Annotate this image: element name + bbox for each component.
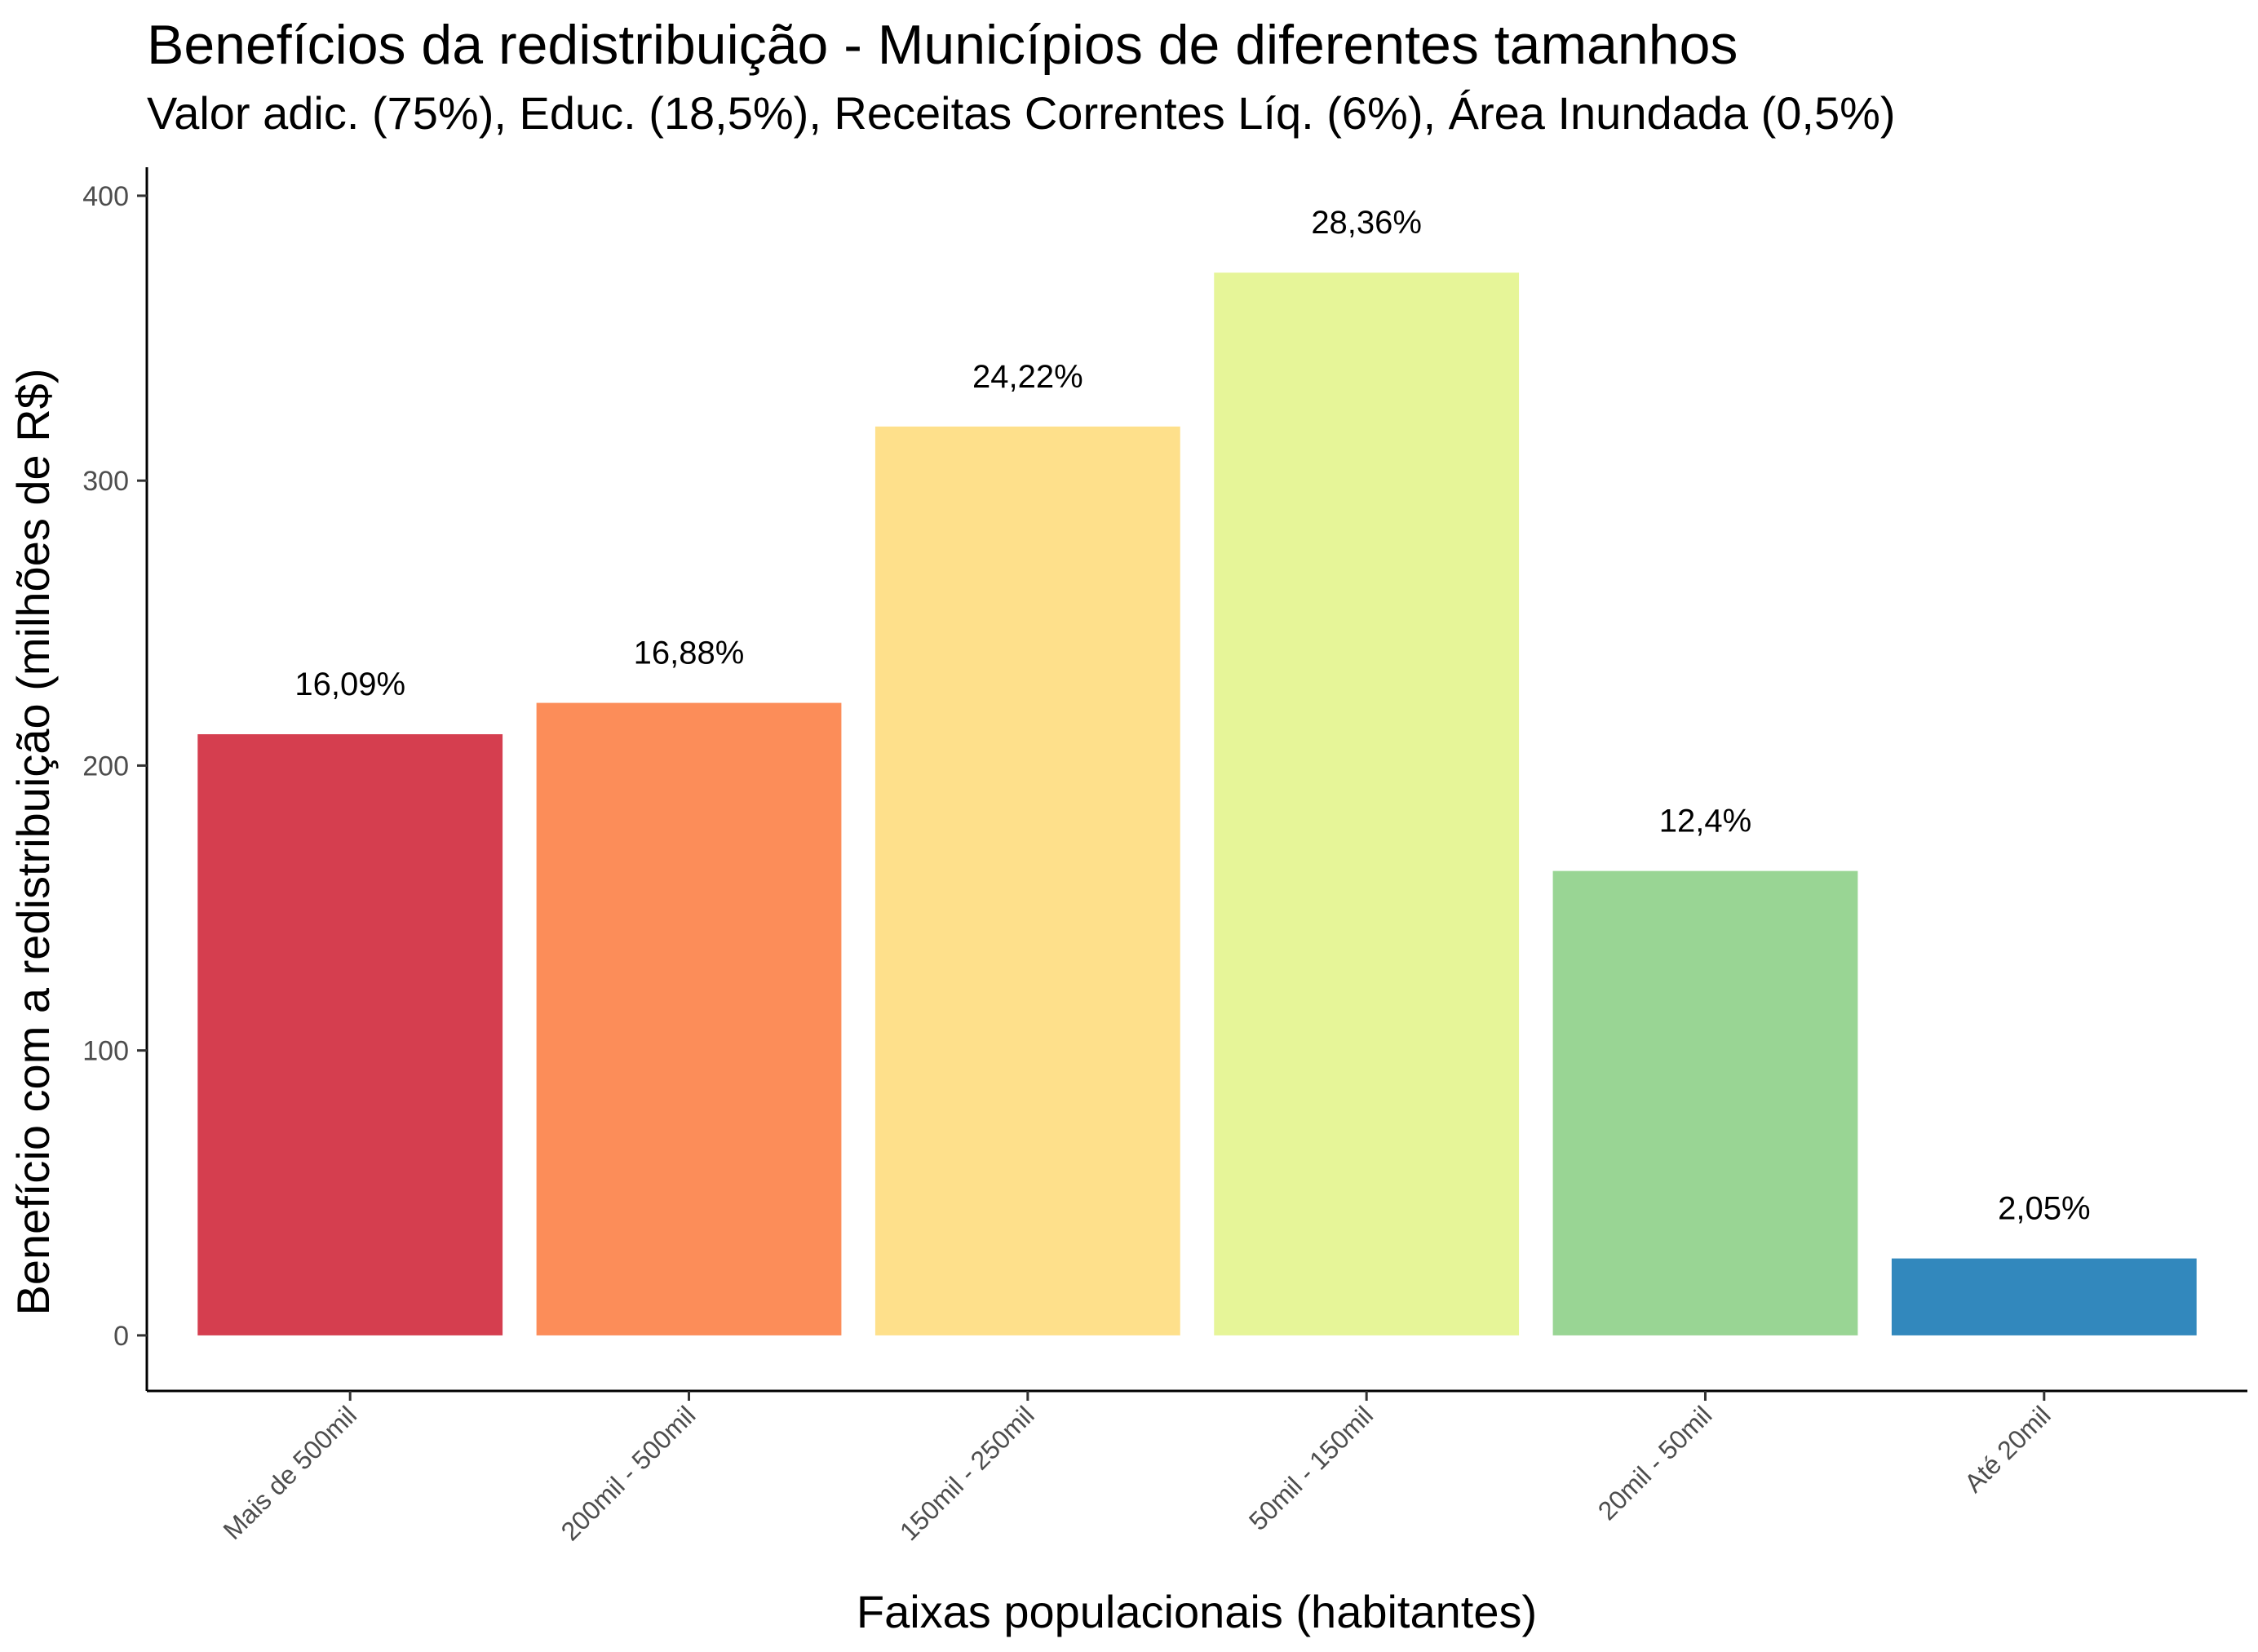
x-tick-label: 150mil - 250mil: [894, 1400, 1040, 1546]
y-tick-label: 400: [82, 181, 129, 212]
bar: [1214, 272, 1520, 1335]
x-axis-title: Faixas populacionais (habitantes): [857, 1586, 1537, 1637]
x-tick-label: Mais de 500mil: [218, 1400, 363, 1545]
y-tick-labels: 0 100 200 300 400: [82, 181, 147, 1352]
chart-subtitle: Valor adic. (75%), Educ. (18,5%), Receit…: [147, 87, 1896, 139]
bar: [536, 702, 842, 1335]
chart-title: Benefícios da redistribuição - Município…: [147, 14, 1738, 76]
y-tick-label: 100: [82, 1036, 129, 1067]
bar: [1891, 1258, 2197, 1335]
bars: [197, 272, 2197, 1335]
bar-data-label: 12,4%: [1659, 804, 1751, 839]
bar-data-label: 16,88%: [634, 636, 745, 671]
y-tick-label: 0: [113, 1321, 129, 1352]
y-tick-label: 200: [82, 751, 129, 782]
axes: [145, 167, 2247, 1393]
bar-data-label: 16,09%: [294, 667, 405, 702]
data-labels: 16,09% 16,88% 24,22% 28,36% 12,4% 2,05%: [294, 205, 2090, 1226]
bar-data-label: 24,22%: [972, 359, 1083, 395]
x-tick-labels: Mais de 500mil 200mil - 500mil 150mil - 25…: [218, 1391, 2057, 1546]
bar-data-label: 28,36%: [1311, 205, 1422, 241]
bar: [874, 426, 1180, 1335]
x-tick-label: 50mil - 150mil: [1243, 1400, 1379, 1535]
x-tick-label: Até 20mil: [1959, 1400, 2057, 1498]
x-tick-label: 20mil - 50mil: [1592, 1400, 1718, 1526]
bar-data-label: 2,05%: [1998, 1191, 2090, 1227]
x-tick-label: 200mil - 500mil: [556, 1400, 702, 1546]
bar: [197, 733, 503, 1335]
bar: [1552, 870, 1858, 1335]
y-axis-title: Benefício com a redistribuição (milhões …: [7, 369, 59, 1316]
y-tick-label: 300: [82, 466, 129, 497]
